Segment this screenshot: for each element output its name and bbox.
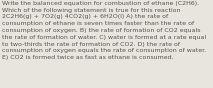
Text: Write the balanced equation for combustion of ethane (C2H6).
Which of the follow: Write the balanced equation for combusti… [2, 1, 206, 60]
